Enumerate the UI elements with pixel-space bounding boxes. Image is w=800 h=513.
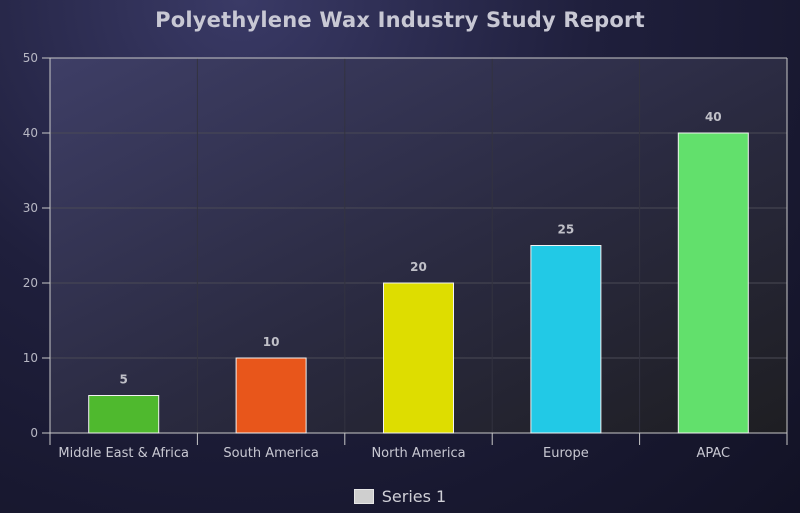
bar	[383, 282, 454, 434]
bars	[88, 132, 749, 434]
y-tick-label: 0	[30, 426, 38, 440]
data-label: 40	[705, 110, 722, 124]
y-tick-label: 40	[23, 126, 38, 140]
axes: 0 10 20 30 40 50 Middle East & Africa South Ame…	[23, 51, 788, 461]
data-labels: 5 10 20 25 40	[120, 110, 722, 387]
data-label: 25	[558, 223, 575, 237]
bar	[88, 395, 160, 434]
chart-title: Polyethylene Wax Industry Study Report	[155, 8, 645, 32]
x-tick-label: APAC	[696, 446, 730, 461]
y-tick-label: 50	[23, 51, 38, 65]
legend: Series 1	[0, 487, 800, 506]
x-tick-label: South America	[223, 446, 319, 461]
y-tick-label: 30	[23, 201, 38, 215]
legend-swatch	[353, 489, 374, 504]
bar	[530, 245, 602, 434]
x-tick-label: Middle East & Africa	[58, 446, 189, 461]
x-tick-label: North America	[371, 446, 465, 461]
data-label: 10	[263, 335, 280, 349]
bar	[677, 132, 749, 434]
y-tick-label: 10	[23, 351, 38, 365]
data-label: 20	[410, 260, 427, 274]
y-tick-label: 20	[23, 276, 38, 290]
bar	[235, 357, 307, 434]
legend-label: Series 1	[381, 487, 447, 506]
x-tick-label: Europe	[543, 446, 589, 461]
data-label: 5	[120, 373, 128, 387]
